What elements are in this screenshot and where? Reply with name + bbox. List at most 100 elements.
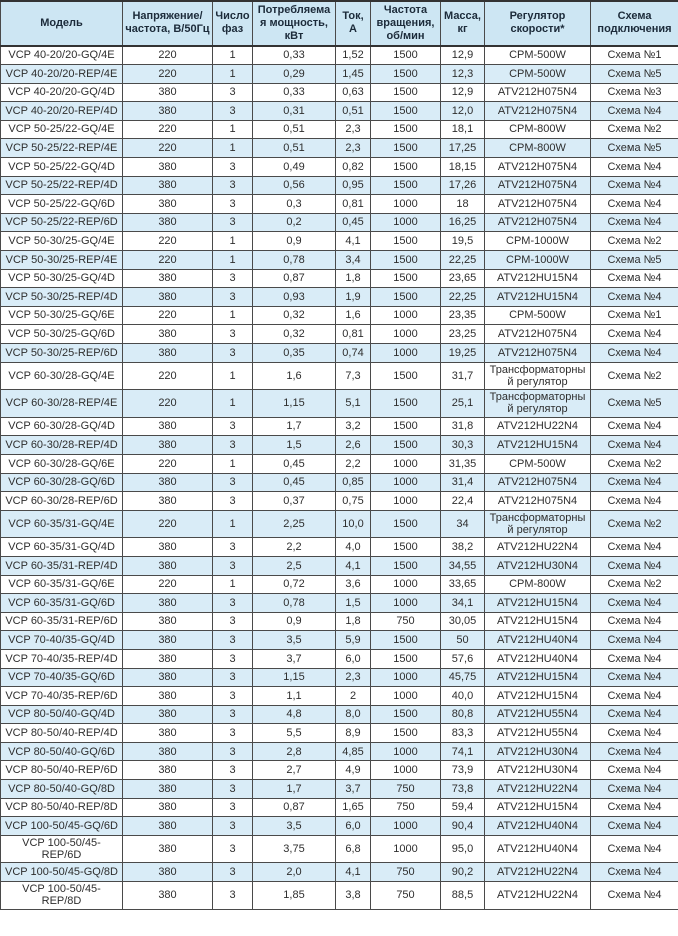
cell-scheme: Схема №4 xyxy=(590,723,678,743)
cell-mass: 83,3 xyxy=(440,723,485,743)
cell-scheme: Схема №4 xyxy=(590,194,678,214)
cell-model: VCP 50-25/22-GQ/6D xyxy=(0,194,123,214)
cell-mass: 16,25 xyxy=(440,212,485,233)
cell-scheme: Схема №3 xyxy=(590,82,678,103)
cell-model: VCP 80-50/40-REP/6D xyxy=(0,760,123,781)
cell-rpm: 1000 xyxy=(370,834,441,864)
cell-power: 3,7 xyxy=(252,648,336,669)
cell-regulator: ATV212HU22N4 xyxy=(484,779,591,799)
cell-power: 0,32 xyxy=(252,305,336,326)
cell-regulator: ATV212H075N4 xyxy=(484,101,591,121)
column-header-phases: Число фаз xyxy=(212,0,253,47)
cell-rpm: 1500 xyxy=(370,268,441,289)
cell-power: 0,29 xyxy=(252,64,336,84)
cell-power: 1,7 xyxy=(252,779,336,799)
cell-power: 4,8 xyxy=(252,704,336,725)
cell-voltage: 380 xyxy=(122,741,213,762)
cell-scheme: Схема №1 xyxy=(590,305,678,326)
table-row: VCP 50-25/22-REP/4D 380 3 0,56 0,95 1500 17,26… xyxy=(0,175,678,196)
cell-phases: 3 xyxy=(212,416,253,437)
cell-rpm: 1500 xyxy=(370,389,441,418)
cell-rpm: 1000 xyxy=(370,593,441,613)
table-row: VCP 50-25/22-GQ/6D 380 3 0,3 0,81 1000 18 ATV21… xyxy=(0,194,678,214)
cell-voltage: 380 xyxy=(122,472,213,493)
cell-phases: 3 xyxy=(212,881,253,910)
cell-rpm: 1000 xyxy=(370,760,441,781)
cell-rpm: 750 xyxy=(370,611,441,632)
table-row: VCP 50-30/25-REP/4E 220 1 0,78 3,4 1500 22,25 C… xyxy=(0,249,678,270)
cell-current: 3,8 xyxy=(335,881,371,910)
cell-power: 0,93 xyxy=(252,287,336,307)
table-row: VCP 80-50/40-REP/4D 380 3 5,5 8,9 1500 83,3 ATV… xyxy=(0,723,678,743)
cell-phases: 3 xyxy=(212,82,253,103)
cell-voltage: 220 xyxy=(122,249,213,270)
cell-regulator: ATV212HU15N4 xyxy=(484,686,591,706)
table-row: VCP 40-20/20-REP/4E 220 1 0,29 1,45 1500 12,3 C… xyxy=(0,64,678,84)
cell-rpm: 1000 xyxy=(370,574,441,595)
cell-mass: 12,0 xyxy=(440,101,485,121)
cell-regulator: CPM-800W xyxy=(484,138,591,158)
cell-mass: 22,25 xyxy=(440,287,485,307)
column-header-model: Модель xyxy=(0,0,123,47)
cell-rpm: 1000 xyxy=(370,491,441,511)
cell-scheme: Схема №2 xyxy=(590,231,678,251)
table-row: VCP 60-30/28-GQ/4D 380 3 1,7 3,2 1500 31,8 ATV2… xyxy=(0,416,678,437)
cell-current: 1,9 xyxy=(335,287,371,307)
cell-scheme: Схема №4 xyxy=(590,667,678,688)
cell-power: 0,45 xyxy=(252,453,336,474)
cell-regulator: ATV212HU22N4 xyxy=(484,416,591,437)
cell-mass: 18,15 xyxy=(440,156,485,177)
cell-rpm: 1500 xyxy=(370,231,441,251)
cell-rpm: 1500 xyxy=(370,723,441,743)
cell-scheme: Схема №4 xyxy=(590,555,678,576)
cell-mass: 33,65 xyxy=(440,574,485,595)
cell-model: VCP 60-30/28-REP/4D xyxy=(0,435,123,455)
cell-model: VCP 60-30/28-GQ/6E xyxy=(0,453,123,474)
cell-power: 0,87 xyxy=(252,268,336,289)
table-row: VCP 60-35/31-GQ/6E 220 1 0,72 3,6 1000 33,65 CP… xyxy=(0,574,678,595)
cell-rpm: 1500 xyxy=(370,630,441,650)
table-row: VCP 40-20/20-GQ/4D 380 3 0,33 0,63 1500 12,9 AT… xyxy=(0,82,678,103)
cell-model: VCP 60-35/31-GQ/4E xyxy=(0,509,123,539)
cell-power: 2,8 xyxy=(252,741,336,762)
cell-voltage: 380 xyxy=(122,816,213,836)
cell-model: VCP 60-30/28-GQ/4D xyxy=(0,416,123,437)
cell-model: VCP 80-50/40-GQ/8D xyxy=(0,779,123,799)
cell-regulator: Трансформаторный регулятор xyxy=(484,361,591,391)
cell-scheme: Схема №4 xyxy=(590,611,678,632)
cell-rpm: 750 xyxy=(370,779,441,799)
cell-power: 0,33 xyxy=(252,45,336,65)
cell-regulator: ATV212H075N4 xyxy=(484,82,591,103)
cell-rpm: 1500 xyxy=(370,537,441,557)
cell-model: VCP 80-50/40-REP/8D xyxy=(0,797,123,818)
table-row: VCP 50-30/25-REP/6D 380 3 0,35 0,74 1000 19,25… xyxy=(0,342,678,363)
cell-current: 0,75 xyxy=(335,491,371,511)
cell-current: 4,1 xyxy=(335,231,371,251)
cell-rpm: 750 xyxy=(370,797,441,818)
cell-voltage: 380 xyxy=(122,194,213,214)
cell-model: VCP 80-50/40-GQ/6D xyxy=(0,741,123,762)
cell-model: VCP 50-30/25-GQ/6E xyxy=(0,305,123,326)
cell-phases: 3 xyxy=(212,593,253,613)
cell-power: 0,87 xyxy=(252,797,336,818)
cell-voltage: 220 xyxy=(122,64,213,84)
table-row: VCP 60-35/31-REP/4D 380 3 2,5 4,1 1500 34,55 AT… xyxy=(0,555,678,576)
cell-regulator: ATV212HU40N4 xyxy=(484,816,591,836)
cell-mass: 31,8 xyxy=(440,416,485,437)
cell-current: 4,0 xyxy=(335,537,371,557)
cell-rpm: 1000 xyxy=(370,472,441,493)
cell-rpm: 1500 xyxy=(370,64,441,84)
cell-power: 1,15 xyxy=(252,389,336,418)
cell-model: VCP 40-20/20-GQ/4D xyxy=(0,82,123,103)
cell-mass: 59,4 xyxy=(440,797,485,818)
cell-model: VCP 80-50/40-REP/4D xyxy=(0,723,123,743)
cell-mass: 40,0 xyxy=(440,686,485,706)
table-row: VCP 60-35/31-GQ/4E 220 1 2,25 10,0 1500 34 Тран… xyxy=(0,509,678,539)
cell-current: 0,81 xyxy=(335,324,371,344)
cell-model: VCP 50-30/25-REP/4E xyxy=(0,249,123,270)
cell-current: 4,1 xyxy=(335,555,371,576)
cell-current: 3,7 xyxy=(335,779,371,799)
cell-voltage: 220 xyxy=(122,119,213,140)
page: Модель Напряжение/частота, В/50Гц Число фа… xyxy=(0,0,678,910)
cell-current: 10,0 xyxy=(335,509,371,539)
